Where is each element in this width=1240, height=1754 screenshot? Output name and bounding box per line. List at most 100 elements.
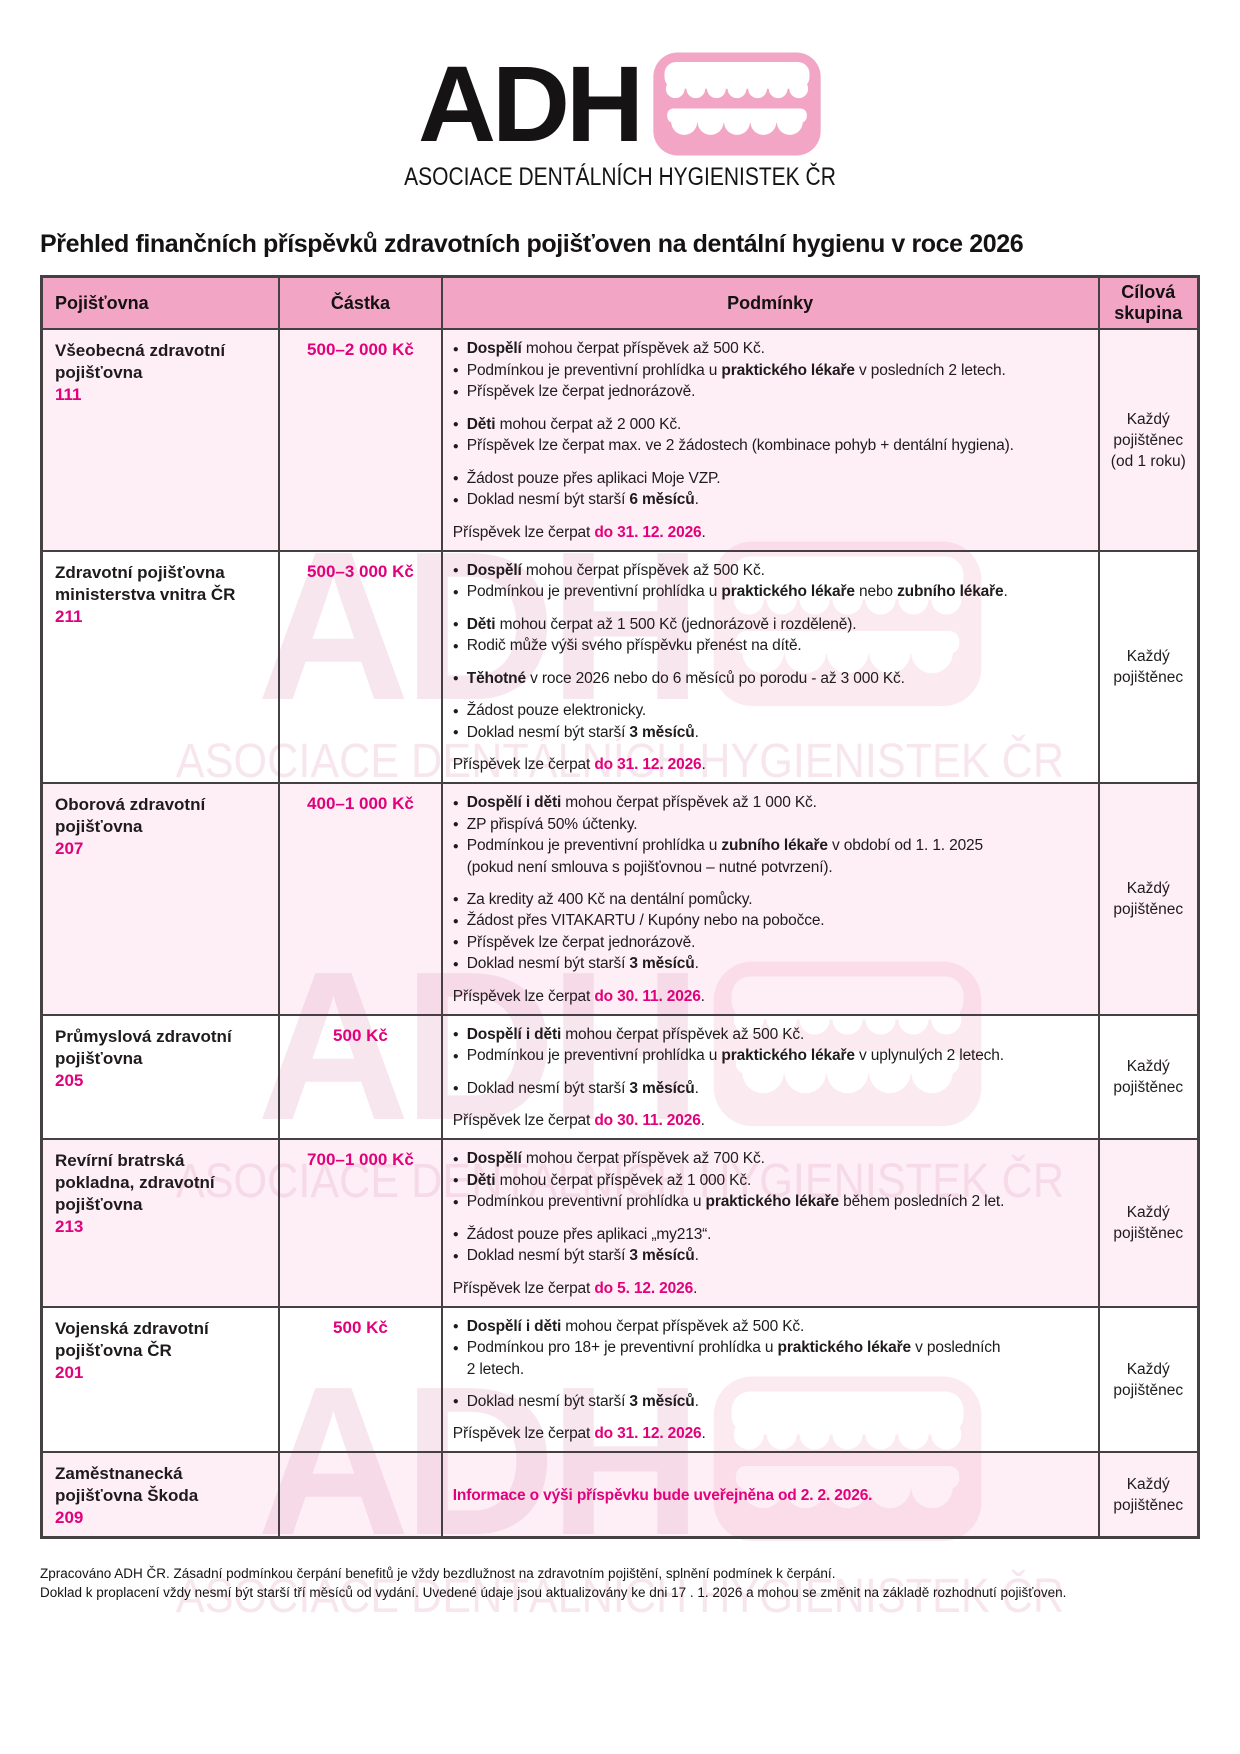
bullet-icon: ● [452, 1321, 459, 1332]
bullet-icon: ● [452, 1342, 459, 1354]
benefits-table: Pojišťovna Částka Podmínky Cílová skupin… [40, 275, 1200, 1539]
amount-cell [278, 1451, 443, 1539]
condition-line: ● Dospělí i děti mohou čerpat příspěvek a… [453, 1024, 1088, 1046]
adh-logo-subtitle: ASOCIACE DENTÁLNÍCH HYGIENISTEK ČR [404, 163, 836, 191]
condition-line: ● Podmínkou je preventivní prohlídka u pr… [453, 360, 1088, 382]
bullet-icon: ● [452, 1196, 459, 1208]
condition-line: ● Doklad nesmí být starší 3 měsíců. [453, 953, 1088, 975]
table-header-row: Pojišťovna Částka Podmínky Cílová skupin… [40, 275, 1200, 330]
bullet-icon: ● [452, 958, 459, 970]
amount-cell: 500 Kč [278, 1013, 443, 1140]
condition-line: ● Dospělí i děti mohou čerpat příspěvek a… [453, 792, 1088, 814]
bullet-icon: ● [452, 1050, 459, 1062]
insurer-code: 209 [55, 1508, 84, 1527]
bullet-icon: ● [452, 705, 459, 717]
amount-cell: 700–1 000 Kč [278, 1138, 443, 1308]
condition-line: ● Dospělí mohou čerpat příspěvek až 700 K… [453, 1148, 1088, 1170]
bullet-icon: ● [452, 1029, 459, 1040]
condition-line: ● Dospělí mohou čerpat příspěvek až 500 K… [453, 560, 1088, 582]
conditions-cell: Informace o výši příspěvku bude uveřejně… [440, 1451, 1100, 1539]
bullet-icon: ● [452, 1396, 459, 1407]
insurer-name-cell: Oborová zdravotní pojišťovna 207 [40, 782, 281, 1016]
condition-line: ● Doklad nesmí být starší 3 měsíců. [453, 1078, 1088, 1100]
insurer-name-cell: Zdravotní pojišťovna ministerstva vnitra… [40, 549, 281, 784]
target-group-cell: Každý pojištěnec [1097, 782, 1200, 1016]
bullet-icon: ● [452, 619, 459, 630]
condition-line: Příspěvek lze čerpat do 30. 11. 2026. [452, 987, 705, 1005]
insurer-name-cell: Vojenská zdravotní pojišťovna ČR 201 [40, 1305, 281, 1453]
condition-line: ● Děti mohou čerpat až 2 000 Kč. [453, 414, 1088, 436]
adh-logo-text: ADH [418, 43, 644, 164]
footer-note-2: Doklad k proplacení vždy nesmí být starš… [40, 1584, 1067, 1600]
insurer-name: Zdravotní pojišťovna ministerstva vnitra… [55, 562, 236, 604]
insurer-name: Oborová zdravotní pojišťovna [55, 795, 206, 836]
amount-cell: 500 Kč [278, 1305, 443, 1453]
table-row: Všeobecná zdravotní pojišťovna 111 500–2 0… [40, 328, 1200, 552]
condition-line: Příspěvek lze čerpat do 31. 12. 2026. [452, 523, 706, 541]
condition-line: ● Rodič může výši svého příspěvku přenést… [453, 635, 1088, 657]
insurer-name-cell: Revírní bratrská pokladna, zdravotní poj… [40, 1138, 281, 1308]
target-group-cell: Každý pojištěnec [1097, 1138, 1200, 1308]
conditions-cell: ● Dospělí i děti mohou čerpat příspěvek a… [440, 1013, 1100, 1140]
bullet-icon: ● [452, 1153, 459, 1165]
condition-line: ● Žádost pouze elektronicky. [453, 700, 1088, 722]
condition-line: ● Podmínkou je preventivní prohlídka u pr… [453, 581, 1088, 603]
table-row: Vojenská zdravotní pojišťovna ČR 201 500 K… [40, 1305, 1200, 1453]
header-cilova-skupina: Cílová skupina [1097, 275, 1200, 330]
condition-line: ● Podmínkou je preventivní prohlídka u pr… [453, 1045, 1088, 1067]
condition-line: ● Podmínkou je preventivní prohlídka u zu… [453, 835, 1088, 857]
insurer-name: Vojenská zdravotní pojišťovna ČR [55, 1318, 209, 1360]
condition-line: ● Příspěvek lze čerpat jednorázově. [453, 381, 1088, 403]
condition-line: (pokud není smlouva s pojišťovnou – nutn… [466, 858, 833, 876]
condition-line: ● Děti mohou čerpat až 1 500 Kč (jednoráz… [453, 614, 1088, 636]
insurer-code: 213 [55, 1217, 84, 1236]
adh-logo: ADH ASOCIACE DENTÁLNÍCH HYGIENISTEK ČR [0, 0, 1240, 192]
condition-line: ● Těhotné v roce 2026 nebo do 6 měsíců po… [453, 668, 1088, 690]
condition-line: ● Doklad nesmí být starší 3 měsíců. [453, 1245, 1088, 1267]
bullet-icon: ● [452, 840, 459, 852]
condition-line: Příspěvek lze čerpat do 5. 12. 2026. [452, 1279, 698, 1297]
bullet-icon: ● [452, 937, 459, 948]
insurer-code: 211 [55, 606, 83, 626]
bullet-icon: ● [452, 586, 459, 598]
conditions-cell: ● Dospělí mohou čerpat příspěvek až 500 K… [440, 549, 1100, 784]
condition-line: ● Doklad nesmí být starší 6 měsíců. [453, 489, 1088, 511]
target-group-cell: Každý pojištěnec [1097, 1451, 1200, 1539]
conditions-cell: ● Dospělí mohou čerpat příspěvek až 700 K… [440, 1138, 1100, 1308]
condition-line: ● Dospělí i děti mohou čerpat příspěvek a… [453, 1316, 1088, 1338]
bullet-icon: ● [452, 343, 459, 355]
bullet-icon: ● [452, 673, 459, 684]
condition-line: ● Žádost přes VITAKARTU / Kupóny nebo na … [453, 910, 1088, 932]
condition-line: Příspěvek lze čerpat do 31. 12. 2026. [452, 1425, 706, 1442]
insurer-name-cell: Všeobecná zdravotní pojišťovna 111 [40, 328, 281, 552]
condition-line: Příspěvek lze čerpat do 30. 11. 2026. [452, 1112, 705, 1129]
condition-line: ● Podmínkou pro 18+ je preventivní prohlí… [453, 1337, 1088, 1359]
bullet-icon: ● [452, 640, 459, 652]
insurer-name: Všeobecná zdravotní pojišťovna [55, 341, 226, 382]
table-row: Zdravotní pojišťovna ministerstva vnitra… [40, 549, 1200, 784]
target-group-cell: Každý pojištěnec [1097, 549, 1200, 784]
target-group-cell: Každý pojištěnec [1097, 1305, 1200, 1453]
bullet-icon: ● [452, 727, 459, 738]
condition-line: ● Žádost pouze přes aplikaci „my213“. [453, 1224, 1088, 1246]
conditions-cell: ● Dospělí i děti mohou čerpat příspěvek a… [440, 1305, 1100, 1453]
amount-cell: 500–2 000 Kč [278, 328, 443, 552]
bullet-icon: ● [452, 440, 459, 452]
condition-line: ● Děti mohou čerpat příspěvek až 1 000 Kč… [453, 1170, 1088, 1192]
amount-cell: 400–1 000 Kč [278, 782, 443, 1016]
condition-line: Informace o výši příspěvku bude uveřejně… [452, 1486, 873, 1504]
bullet-icon: ● [452, 1175, 459, 1186]
amount-cell: 500–3 000 Kč [278, 549, 443, 784]
insurer-code: 207 [55, 839, 84, 858]
condition-line: ● Žádost pouze přes aplikaci Moje VZP. [453, 468, 1088, 490]
condition-line: ● Za kredity až 400 Kč na dentální pomůck… [453, 889, 1088, 911]
table-row: Zaměstnanecká pojišťovna Škoda 209 Informa… [40, 1451, 1200, 1539]
target-group-cell: Každý pojištěnec [1097, 1013, 1200, 1140]
insurer-name-cell: Průmyslová zdravotní pojišťovna 205 [40, 1013, 281, 1140]
insurer-code: 201 [55, 1362, 84, 1382]
condition-line: ● ZP přispívá 50% účtenky. [453, 814, 1088, 836]
conditions-cell: ● Dospělí i děti mohou čerpat příspěvek a… [440, 782, 1100, 1016]
insurer-name: Průmyslová zdravotní pojišťovna [55, 1026, 232, 1068]
bullet-icon: ● [452, 1083, 459, 1094]
